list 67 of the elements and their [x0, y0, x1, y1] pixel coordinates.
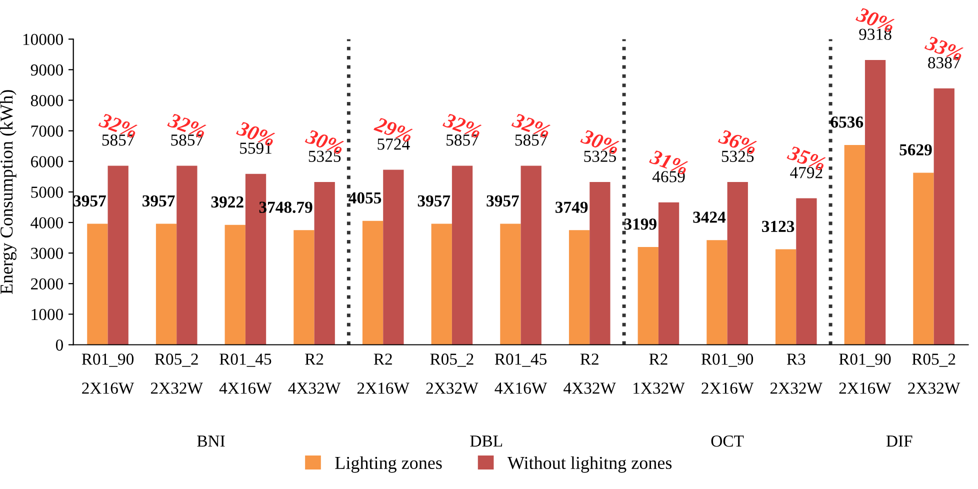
- bar: [727, 182, 748, 345]
- bar: [520, 166, 542, 345]
- bar: [796, 198, 817, 345]
- y-tick-label: 10000: [23, 34, 63, 46]
- x-tick-label: R01_45 4X16W: [219, 354, 272, 394]
- bar: [658, 202, 680, 345]
- text: OCT: [711, 436, 744, 447]
- x-tick-label: R05_2 2X32W: [908, 354, 960, 394]
- x-tick-label: R05_2 2X32W: [150, 354, 203, 394]
- data-label: 5629: [900, 144, 932, 156]
- bar: [775, 249, 796, 345]
- bar: [224, 224, 246, 345]
- bar: [913, 172, 934, 345]
- bar: [362, 220, 384, 345]
- bar: [706, 240, 728, 345]
- x-tick-label: R2 1X32W: [634, 354, 685, 394]
- bar: [934, 88, 954, 345]
- data-label: 3957: [486, 195, 519, 207]
- y-tick-label: 7000: [31, 126, 63, 137]
- data-label: 3957: [142, 195, 175, 207]
- bar: [844, 144, 865, 345]
- x-tick-label: R2 4X32W: [288, 354, 341, 394]
- data-label: 4055: [348, 192, 382, 204]
- y-tick-label: 6000: [31, 156, 63, 168]
- bar: [314, 182, 335, 345]
- data-label: 3749: [556, 202, 588, 213]
- data-label: 3957: [418, 195, 450, 207]
- data-label: 3123: [762, 220, 794, 232]
- y-tick-label: 4000: [30, 217, 63, 228]
- data-label: 3199: [624, 218, 656, 230]
- text: BNI: [197, 436, 225, 447]
- text: DIF: [886, 436, 912, 447]
- x-tick-label: R3 2X32W: [770, 354, 822, 394]
- y-tick-label: 5000: [31, 186, 63, 198]
- x-tick-label: R05_2 2X32W: [426, 354, 478, 394]
- text: DBL: [470, 436, 502, 447]
- legend-label: Lighting zones: [335, 456, 442, 473]
- data-label: 3424: [693, 212, 726, 223]
- bar: [87, 224, 108, 345]
- y-axis-title: Energy Consumption (kWh): [0, 90, 16, 294]
- x-tick-label: R2 4X32W: [564, 354, 616, 394]
- bar: [108, 166, 128, 345]
- bar: [431, 224, 452, 345]
- y-tick-label: 2000: [31, 278, 63, 290]
- data-label: 6536: [830, 116, 864, 128]
- y-tick-label: 9000: [30, 64, 63, 76]
- bar: [590, 182, 610, 345]
- bar: [638, 246, 658, 345]
- y-tick-label: 8000: [30, 94, 63, 106]
- bar: [500, 224, 521, 345]
- y-tick-label: 0: [56, 339, 63, 351]
- x-tick-label: R01_90 2X16W: [82, 354, 134, 394]
- bar: [452, 166, 473, 345]
- legend-label: Without lighitng zones: [507, 456, 672, 473]
- bar: [383, 170, 404, 345]
- x-tick-label: R01_45 4X16W: [494, 354, 548, 394]
- bar: [294, 230, 314, 345]
- bar: [156, 224, 177, 345]
- x-tick-label: R2 2X16W: [357, 354, 410, 394]
- bar: [176, 166, 198, 345]
- x-tick-label: R01_90 2X16W: [839, 354, 892, 394]
- y-tick-label: 1000: [32, 308, 63, 320]
- bar: [568, 230, 590, 345]
- data-label: 3922: [211, 196, 244, 208]
- x-tick-label: R01_90 2X16W: [701, 354, 754, 394]
- y-tick-label: 3000: [31, 248, 63, 260]
- bar: [864, 60, 886, 345]
